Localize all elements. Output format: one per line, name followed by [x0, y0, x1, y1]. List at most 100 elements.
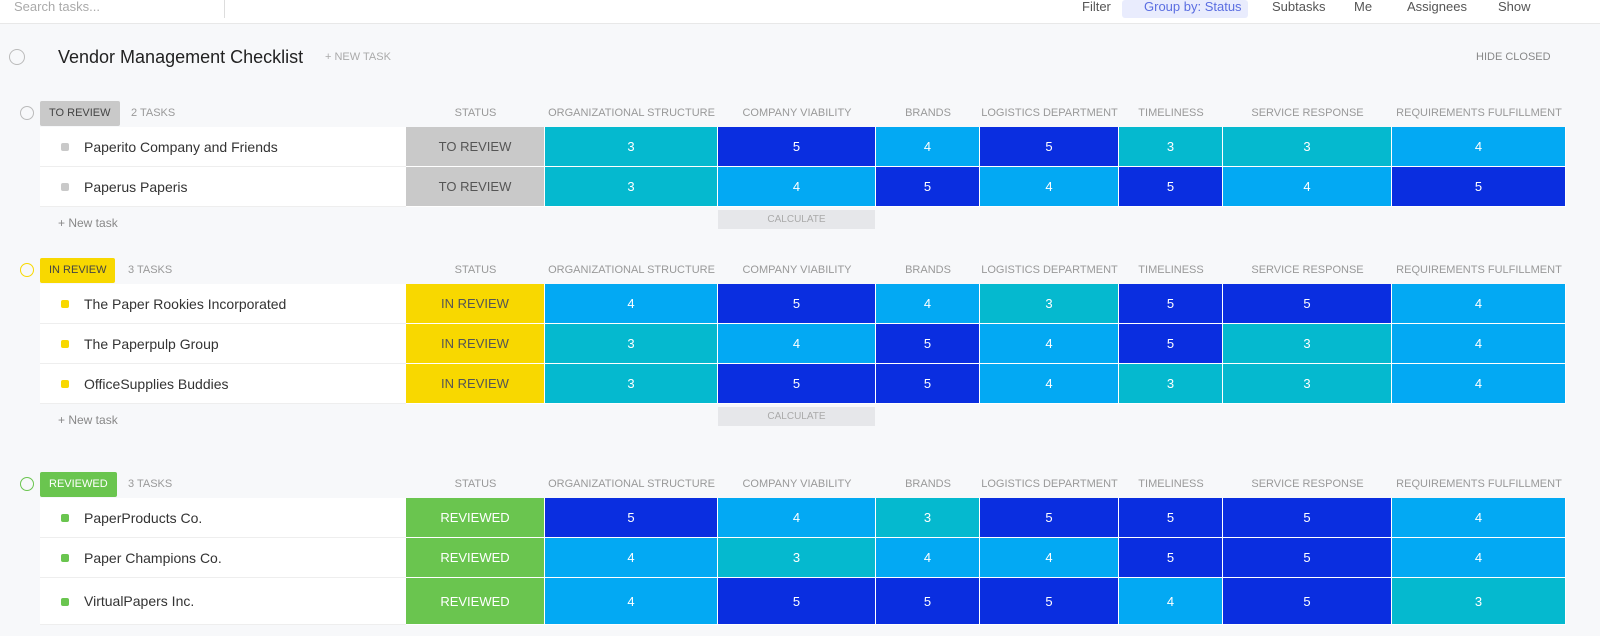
score-cell[interactable]: 4 [980, 167, 1119, 207]
score-cell[interactable]: 5 [718, 364, 876, 404]
column-header: ORGANIZATIONAL STRUCTURE [548, 107, 715, 119]
score-cell[interactable]: 4 [1119, 578, 1223, 625]
score-cell[interactable]: 3 [1119, 364, 1223, 404]
hide-closed-button[interactable]: HIDE CLOSED [1476, 51, 1551, 63]
score-cell[interactable]: 4 [980, 364, 1119, 404]
task-row[interactable]: VirtualPapers Inc. [40, 578, 406, 625]
score-cell[interactable]: 3 [718, 538, 876, 578]
score-cell[interactable]: 5 [980, 578, 1119, 625]
score-cell[interactable]: 5 [718, 578, 876, 625]
status-cell[interactable]: REVIEWED [406, 578, 545, 625]
score-cell[interactable]: 4 [876, 127, 980, 167]
score-cell[interactable]: 3 [876, 498, 980, 538]
status-dot [61, 143, 69, 151]
status-cell[interactable]: TO REVIEW [406, 127, 545, 167]
score-cell[interactable]: 3 [980, 284, 1119, 324]
score-cell[interactable]: 4 [876, 284, 980, 324]
score-cell[interactable]: 4 [1392, 364, 1566, 404]
column-header: SERVICE RESPONSE [1251, 264, 1364, 276]
score-cell[interactable]: 5 [876, 364, 980, 404]
filter-button[interactable]: Filter [1082, 0, 1111, 14]
show-button[interactable]: Show [1498, 0, 1531, 14]
me-button[interactable]: Me [1354, 0, 1373, 14]
score-cell[interactable]: 4 [980, 324, 1119, 364]
score-cell[interactable]: 3 [1119, 127, 1223, 167]
group-by-button[interactable]: Group by: Status [1122, 0, 1248, 18]
subtasks-button[interactable]: Subtasks [1272, 0, 1326, 14]
score-cell[interactable]: 5 [1119, 498, 1223, 538]
column-header: COMPANY VIABILITY [742, 107, 852, 119]
status-cell[interactable]: IN REVIEW [406, 284, 545, 324]
task-row[interactable]: The Paperpulp Group [40, 324, 406, 364]
score-cell[interactable]: 5 [1223, 284, 1392, 324]
score-cell[interactable]: 5 [876, 167, 980, 207]
score-cell[interactable]: 5 [1223, 578, 1392, 625]
group-toggle[interactable] [20, 263, 34, 277]
score-cell[interactable]: 3 [545, 127, 718, 167]
score-cell[interactable]: 4 [1392, 324, 1566, 364]
score-cell[interactable]: 5 [1223, 538, 1392, 578]
score-cell[interactable]: 4 [718, 167, 876, 207]
score-cell[interactable]: 4 [545, 284, 718, 324]
score-cell[interactable]: 5 [1119, 324, 1223, 364]
score-cell[interactable]: 4 [1392, 498, 1566, 538]
score-cell[interactable]: 5 [980, 498, 1119, 538]
group-toggle[interactable] [20, 477, 34, 491]
score-cell[interactable]: 3 [1392, 578, 1566, 625]
status-cell[interactable]: IN REVIEW [406, 324, 545, 364]
score-cell[interactable]: 4 [876, 538, 980, 578]
score-cell[interactable]: 4 [1392, 538, 1566, 578]
score-cell[interactable]: 5 [876, 578, 980, 625]
new-task-button[interactable]: + NEW TASK [325, 51, 391, 63]
column-header: SERVICE RESPONSE [1251, 478, 1364, 490]
score-cell[interactable]: 3 [545, 324, 718, 364]
task-row[interactable]: Paper Champions Co. [40, 538, 406, 578]
task-row[interactable]: OfficeSupplies Buddies [40, 364, 406, 404]
score-cell[interactable]: 4 [718, 498, 876, 538]
score-cell[interactable]: 5 [1223, 498, 1392, 538]
status-cell[interactable]: REVIEWED [406, 538, 545, 578]
search-input[interactable]: Search tasks... [14, 0, 100, 14]
task-row[interactable]: Paperito Company and Friends [40, 127, 406, 167]
score-cell[interactable]: 5 [718, 127, 876, 167]
column-header: REQUIREMENTS FULFILLMENT [1396, 107, 1562, 119]
new-task-link[interactable]: + New task [58, 413, 118, 427]
status-cell[interactable]: REVIEWED [406, 498, 545, 538]
score-cell[interactable]: 4 [980, 538, 1119, 578]
divider [224, 0, 225, 18]
score-cell[interactable]: 3 [1223, 324, 1392, 364]
score-cell[interactable]: 5 [1119, 538, 1223, 578]
score-cell[interactable]: 5 [980, 127, 1119, 167]
score-cell[interactable]: 5 [545, 498, 718, 538]
new-task-link[interactable]: + New task [58, 216, 118, 230]
column-header: STATUS [454, 264, 497, 276]
assignees-button[interactable]: Assignees [1407, 0, 1467, 14]
score-cell[interactable]: 5 [718, 284, 876, 324]
score-cell[interactable]: 4 [1392, 127, 1566, 167]
score-cell[interactable]: 5 [1119, 284, 1223, 324]
score-cell[interactable]: 3 [1223, 364, 1392, 404]
score-cell[interactable]: 4 [1392, 284, 1566, 324]
collapse-toggle[interactable] [9, 49, 25, 65]
score-cell[interactable]: 4 [718, 324, 876, 364]
score-cell[interactable]: 5 [876, 324, 980, 364]
score-cell[interactable]: 4 [545, 538, 718, 578]
calculate-button[interactable]: CALCULATE [718, 210, 875, 229]
score-cell[interactable]: 3 [545, 167, 718, 207]
column-header: LOGISTICS DEPARTMENT [981, 264, 1118, 276]
score-cell[interactable]: 3 [1223, 127, 1392, 167]
score-cell[interactable]: 4 [1223, 167, 1392, 207]
score-cell[interactable]: 3 [545, 364, 718, 404]
task-row[interactable]: PaperProducts Co. [40, 498, 406, 538]
score-cell[interactable]: 5 [1392, 167, 1566, 207]
column-header: BRANDS [905, 478, 951, 490]
score-cell[interactable]: 5 [1119, 167, 1223, 207]
group-toggle[interactable] [20, 106, 34, 120]
task-row[interactable]: The Paper Rookies Incorporated [40, 284, 406, 324]
calculate-button[interactable]: CALCULATE [718, 407, 875, 426]
score-cell[interactable]: 4 [545, 578, 718, 625]
task-row[interactable]: Paperus Paperis [40, 167, 406, 207]
status-cell[interactable]: IN REVIEW [406, 364, 545, 404]
column-header: BRANDS [905, 264, 951, 276]
status-cell[interactable]: TO REVIEW [406, 167, 545, 207]
